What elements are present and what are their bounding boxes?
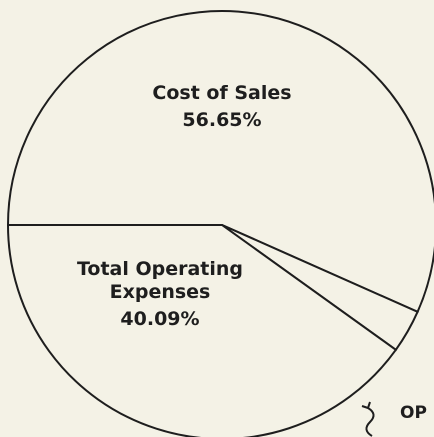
value-label: 40.09% [120,308,200,330]
value-label: 56.65% [182,109,262,131]
category-name: OP [400,403,427,423]
arrow [361,401,375,437]
category-name: Total Operating Expenses [76,258,244,303]
slice-label: OP [400,402,434,425]
pie-slice [6,224,398,437]
slice-label: Cost of Sales 56.65% [122,82,322,132]
pie-slice [6,10,434,314]
slice-label: Total Operating Expenses 40.09% [60,258,260,331]
category-name: Cost of Sales [152,82,292,104]
